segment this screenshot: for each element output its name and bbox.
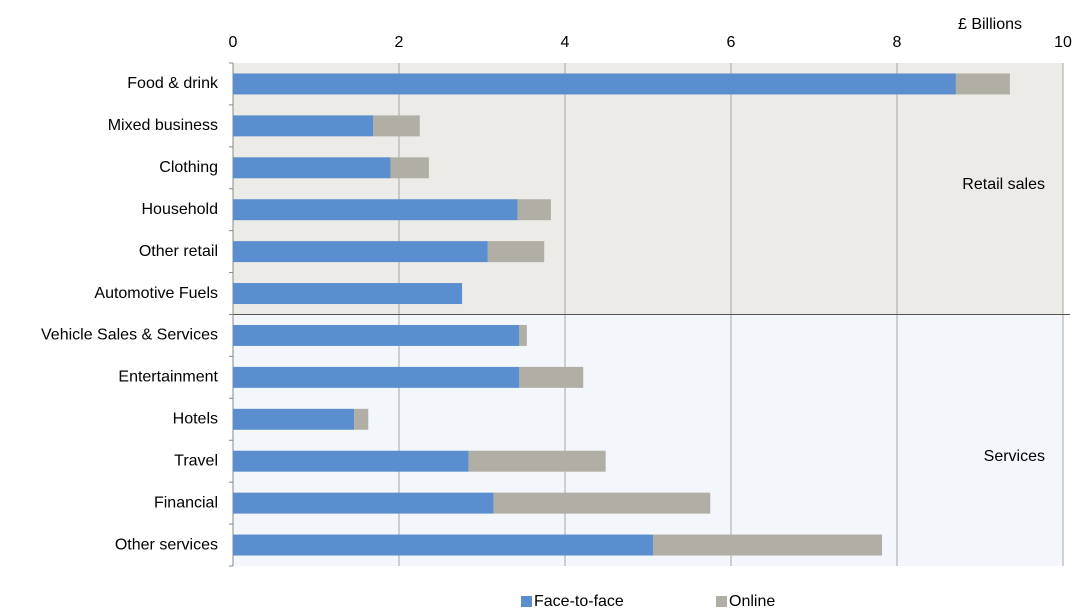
bar-segment	[233, 492, 494, 514]
bar-segment	[493, 492, 711, 514]
legend-swatch	[716, 596, 727, 607]
x-tick-label: 8	[893, 34, 902, 51]
x-tick-label: 6	[727, 34, 736, 51]
bar-segment	[233, 408, 355, 430]
y-tick-label: Mixed business	[108, 117, 218, 134]
bar-segment	[487, 241, 545, 263]
x-tick-label: 10	[1054, 34, 1072, 51]
bar-segment	[519, 366, 584, 388]
section-label: Services	[984, 448, 1045, 465]
x-tick-label: 0	[229, 34, 238, 51]
bar-segment	[233, 283, 463, 305]
y-tick-label: Clothing	[159, 159, 218, 176]
bar-segment	[233, 157, 391, 179]
bar-segment	[233, 366, 520, 388]
bar-segment	[390, 157, 429, 179]
bar-segment	[354, 408, 369, 430]
axis-unit-label: £ Billions	[958, 16, 1022, 33]
y-tick-label: Entertainment	[118, 369, 218, 386]
y-tick-label: Automotive Fuels	[94, 285, 218, 302]
y-tick-label: Other services	[115, 536, 218, 553]
y-tick-label: Financial	[154, 494, 218, 511]
y-tick-label: Vehicle Sales & Services	[41, 327, 218, 344]
x-tick-label: 2	[395, 34, 404, 51]
y-tick-label: Food & drink	[127, 75, 219, 92]
bar-segment	[373, 115, 420, 137]
y-tick-label: Hotels	[173, 411, 218, 428]
legend-label: Face-to-face	[534, 593, 624, 609]
bar-segment	[652, 534, 883, 556]
bar-segment	[233, 450, 469, 472]
legend-swatch	[521, 596, 532, 607]
section-background	[233, 314, 1063, 566]
legend-label: Online	[729, 593, 775, 609]
bar-segment	[233, 241, 488, 263]
bar-segment	[233, 534, 653, 556]
y-tick-label: Travel	[174, 452, 218, 469]
y-tick-label: Other retail	[139, 243, 218, 260]
bar-segment	[233, 115, 374, 137]
section-label: Retail sales	[962, 176, 1045, 193]
bar-segment	[519, 324, 527, 346]
bar-segment	[468, 450, 606, 472]
y-tick-label: Household	[142, 201, 219, 218]
x-tick-label: 4	[561, 34, 570, 51]
bar-segment	[955, 73, 1010, 95]
bar-segment	[233, 324, 520, 346]
bar-segment	[517, 199, 551, 221]
bar-segment	[233, 199, 518, 221]
bar-segment	[233, 73, 956, 95]
section-background	[233, 63, 1063, 315]
